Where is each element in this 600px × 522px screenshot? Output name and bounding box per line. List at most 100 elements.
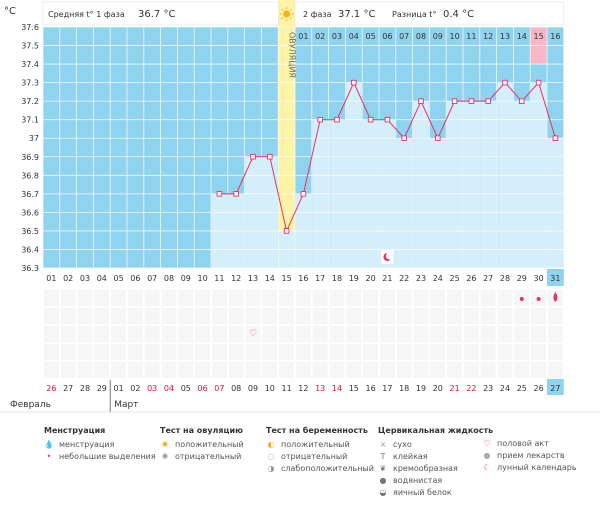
- legend-label: отрицательный: [281, 451, 348, 461]
- day-cell: [212, 362, 227, 378]
- calendar-date: 09: [248, 384, 258, 393]
- legend-cervical-title: Цервикальная жидкость: [378, 426, 494, 435]
- legend-item: × сухо: [378, 438, 493, 450]
- bbt-chart: 36.3 36.4 36.5 36.6 36.7 36.8 36.9 37 37.1 37.2 37…: [0, 0, 600, 413]
- day-cell: [178, 362, 194, 378]
- day-cell: [363, 344, 378, 360]
- legend-label: положительный: [281, 439, 350, 449]
- day-cell: [60, 344, 76, 360]
- temp-bar: [446, 101, 463, 269]
- legend-label: яичный белок: [393, 487, 452, 497]
- sun-ray: [281, 8, 284, 11]
- day-cell: [447, 344, 462, 360]
- day-cell: [144, 326, 160, 342]
- temperature-point: [334, 116, 340, 123]
- ovulation-band: [278, 0, 295, 268]
- day-cell: [413, 290, 429, 306]
- day-cell: [262, 362, 278, 378]
- day-cell: [178, 290, 194, 306]
- cycle-day-label: 23: [416, 274, 426, 283]
- header-phase1: [42, 1, 279, 26]
- test-weak-icon: ◑: [267, 463, 275, 473]
- cycle-day-label: 16: [298, 274, 308, 283]
- y-tick-label: 36.9: [21, 153, 39, 162]
- calendar-date: 17: [382, 384, 392, 393]
- y-tick-label: 36.5: [21, 227, 39, 236]
- day-cell: [480, 344, 496, 360]
- day-cell: [430, 290, 446, 306]
- day-cell: [161, 326, 177, 342]
- cycle-day-label: 17: [315, 274, 325, 283]
- day-cell: [413, 326, 429, 342]
- temperature-point: [502, 79, 508, 86]
- day-cell: [363, 326, 378, 342]
- day-cell: [228, 290, 244, 306]
- day-cell: [195, 308, 210, 324]
- day-cell: [94, 344, 110, 360]
- day-cell: [329, 290, 345, 306]
- legend-ovulation-title: Тест на овуляцию: [160, 426, 243, 435]
- calendar-date: 14: [332, 384, 342, 393]
- legend: Менструация 💧 менструация • небольшие выде…: [44, 426, 584, 518]
- phase2-day-label: 05: [366, 32, 376, 41]
- day-cell: [296, 362, 311, 378]
- small-drop-icon: •: [46, 451, 52, 461]
- calendar-date: 26: [46, 384, 56, 393]
- day-cell: [279, 290, 294, 306]
- day-cell: [212, 326, 227, 342]
- temperature-point: [250, 154, 256, 160]
- sun-icon: [283, 10, 291, 18]
- phase2-day-label: 09: [433, 32, 443, 41]
- day-cell: [329, 308, 345, 324]
- temperature-point: [384, 116, 391, 123]
- moon-icon-cut: [385, 252, 393, 260]
- legend-item: • небольшие выделения: [44, 450, 156, 462]
- day-cell: [396, 362, 412, 378]
- day-cell: [447, 362, 462, 378]
- y-tick-label: 37.4: [21, 60, 39, 69]
- day-cell: [329, 344, 345, 360]
- temp-bar: [463, 101, 480, 269]
- temperature-point: [401, 135, 407, 141]
- legend-item: 💧 менструация: [44, 438, 156, 450]
- day-cell: [396, 308, 412, 324]
- temperature-point: [300, 191, 307, 197]
- day-cell: [296, 308, 311, 324]
- day-cell: [396, 326, 412, 342]
- calendar-date: 03: [147, 384, 157, 393]
- day-cell: [279, 308, 294, 324]
- legend-item: ● водянистая: [378, 474, 493, 486]
- day-cell: [363, 290, 378, 306]
- phase2-day-label: 06: [382, 32, 392, 41]
- day-cell: [531, 326, 546, 342]
- day-cell: [178, 308, 194, 324]
- day-cell: [312, 308, 328, 324]
- calendar-date: 20: [433, 384, 443, 393]
- cycle-day-label: 22: [399, 274, 409, 283]
- phase2-day-label: 16: [550, 32, 560, 41]
- calendar-date: 08: [231, 384, 241, 393]
- temp-bar: [396, 138, 413, 268]
- calendar-date: 23: [483, 384, 493, 393]
- y-tick-label: 36.3: [21, 264, 39, 273]
- phase2-day-label: 12: [483, 32, 493, 41]
- legend-label: половой акт: [497, 438, 549, 448]
- calendar-date: 25: [517, 384, 527, 393]
- test-positive-icon: ◐: [267, 439, 275, 449]
- cycle-day-label: 13: [248, 274, 258, 283]
- day-cell: [312, 326, 328, 342]
- day-cell: [464, 308, 479, 324]
- day-cell: [380, 308, 395, 324]
- cycle-day-label: 18: [332, 274, 342, 283]
- day-cell: [447, 308, 462, 324]
- day-cell: [44, 344, 59, 360]
- legend-item: ○ отрицательный: [266, 450, 374, 462]
- calendar-date: 24: [500, 384, 510, 393]
- day-cell: [312, 344, 328, 360]
- temp-bar: [429, 138, 446, 268]
- temperature-point: [435, 135, 441, 141]
- day-cell: [346, 290, 362, 306]
- cycle-day-label: 05: [114, 274, 124, 283]
- day-cell: [144, 308, 160, 324]
- legend-label: отрицательный: [175, 451, 242, 461]
